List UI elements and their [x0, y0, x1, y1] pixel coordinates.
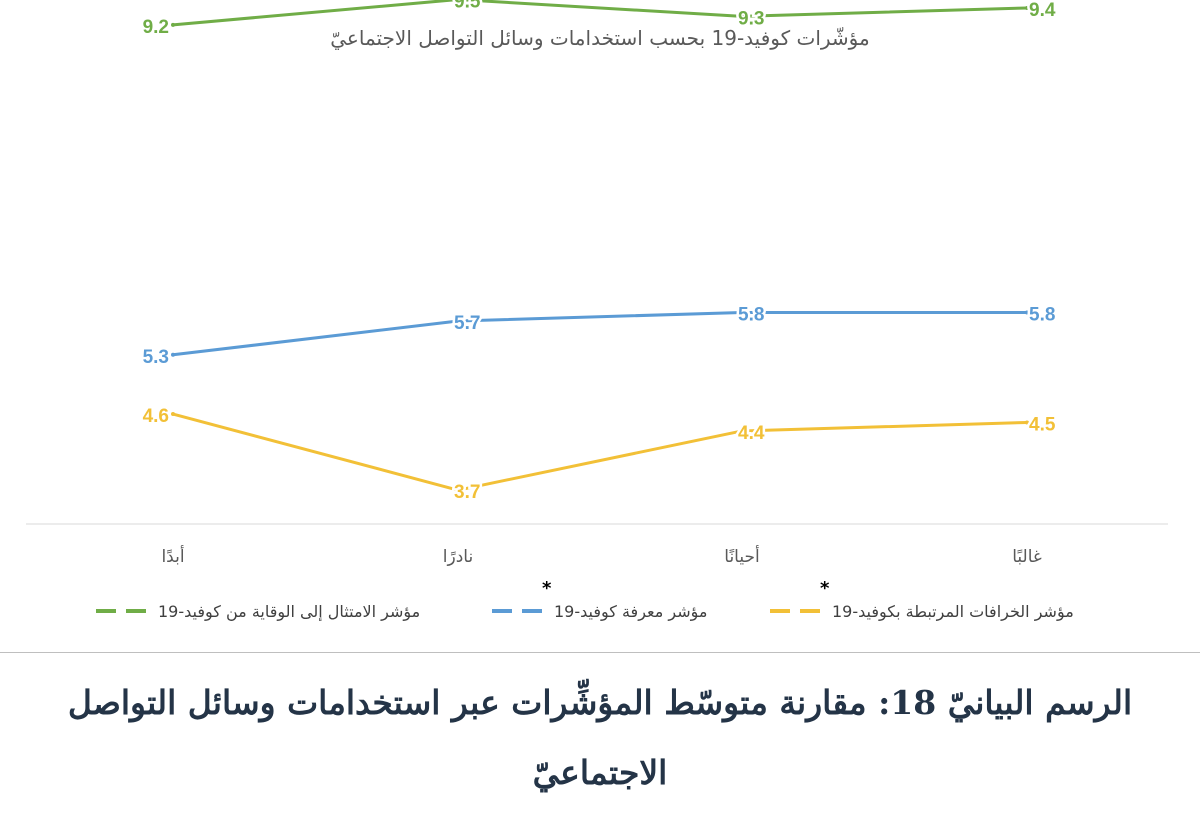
- chart-legend: مؤشر الامتثال إلى الوقاية من كوفيد-19 مؤش…: [0, 578, 1200, 626]
- legend-swatch: [96, 609, 152, 613]
- data-label: 9.3: [738, 8, 764, 29]
- x-tick-label: نادرًا: [443, 547, 473, 567]
- legend-label: مؤشر معرفة كوفيد-19: [554, 601, 708, 621]
- series-line: [172, 412, 1028, 492]
- data-point: [171, 22, 175, 27]
- data-label: 5.3: [143, 347, 169, 368]
- data-label: 9.5: [454, 0, 481, 12]
- data-point: [1025, 310, 1029, 315]
- legend-label: مؤشر الخرافات المرتبطة بكوفيد-19: [832, 601, 1074, 621]
- x-tick-label: أبدًا: [161, 545, 184, 567]
- data-point: [171, 352, 175, 357]
- legend-item: مؤشر الخرافات المرتبطة بكوفيد-19 *: [770, 578, 1074, 626]
- legend-swatch: [492, 609, 548, 613]
- data-label: 5.8: [1029, 305, 1055, 326]
- legend-item: مؤشر معرفة كوفيد-19 *: [492, 578, 708, 626]
- data-point: [740, 310, 744, 315]
- data-point: [740, 14, 744, 19]
- data-point: [171, 412, 175, 417]
- data-point: [740, 428, 744, 433]
- data-label: 3.7: [454, 482, 480, 503]
- data-point: [456, 488, 460, 493]
- data-point: [1025, 420, 1029, 425]
- x-tick-label: أحيانًا: [724, 545, 759, 567]
- legend-swatch: [770, 609, 826, 613]
- data-label: 9.2: [143, 17, 169, 38]
- figure-caption: الرسم البيانيّ 18: مقارنة متوسّط المؤشِّ…: [67, 683, 1133, 792]
- series-line: [172, 311, 1027, 357]
- data-point: [456, 0, 460, 2]
- data-point: [1025, 5, 1029, 10]
- data-label: 5.7: [454, 313, 480, 334]
- x-tick-label: غالبًا: [1012, 547, 1042, 567]
- chart-area: أبدًا نادرًا أحيانًا غالبًا 9.2 9.5 9.3 9.4 5.3 5…: [0, 0, 1200, 653]
- line-chart: أبدًا نادرًا أحيانًا غالبًا 9.2 9.5 9.3 9.4 5.3 5…: [26, 0, 1168, 567]
- data-label: 4.5: [1029, 414, 1056, 435]
- legend-item: مؤشر الامتثال إلى الوقاية من كوفيد-19: [96, 596, 420, 626]
- chart-title: مؤشّرات كوفيد-19 بحسب استخدامات وسائل ال…: [330, 26, 870, 50]
- legend-significance-marker: *: [542, 578, 552, 599]
- legend-label: مؤشر الامتثال إلى الوقاية من كوفيد-19: [158, 601, 421, 621]
- series-line: [172, 0, 1028, 27]
- data-point: [456, 318, 460, 323]
- data-label: 5.8: [738, 305, 764, 326]
- legend-significance-marker: *: [820, 578, 830, 599]
- data-label: 4.6: [143, 406, 169, 427]
- data-label: 4.4: [738, 423, 765, 444]
- data-label: 9.4: [1029, 0, 1056, 21]
